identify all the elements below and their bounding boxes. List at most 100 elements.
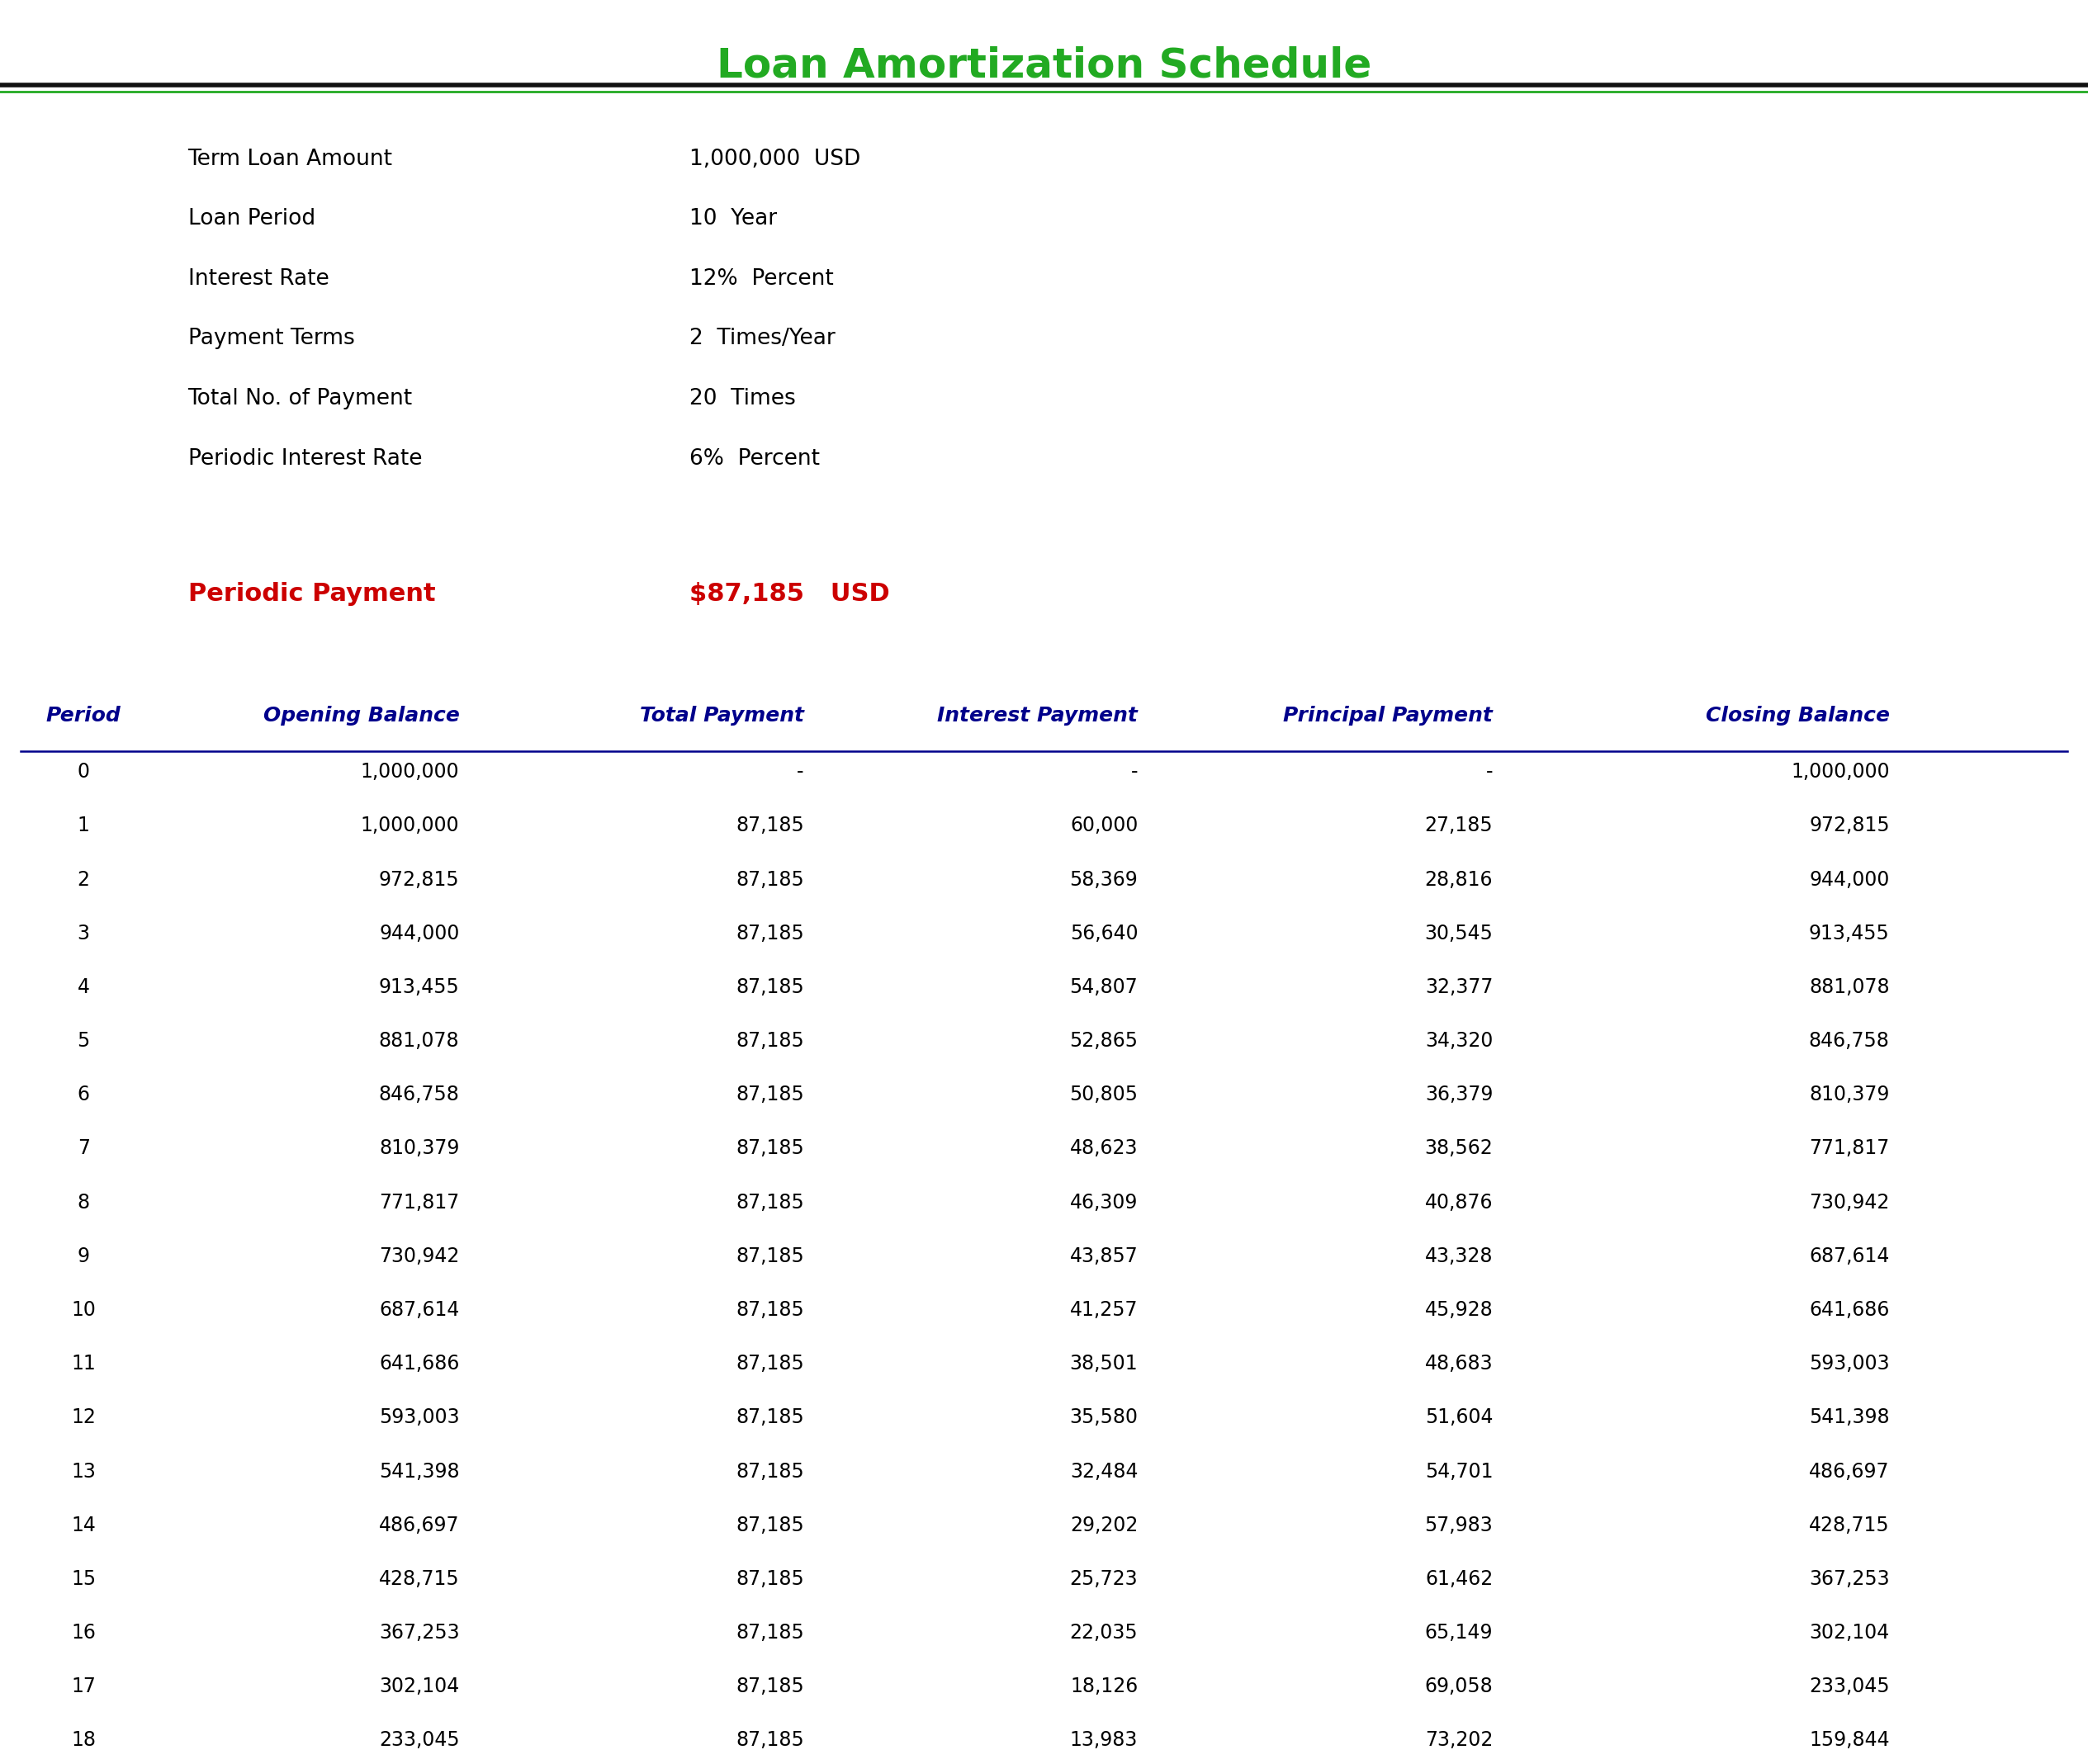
Text: 27,185: 27,185 xyxy=(1424,815,1493,836)
Text: 486,697: 486,697 xyxy=(378,1515,459,1535)
Text: 51,604: 51,604 xyxy=(1424,1408,1493,1427)
Text: 43,857: 43,857 xyxy=(1069,1247,1138,1267)
Text: 5: 5 xyxy=(77,1030,90,1051)
Text: 60,000: 60,000 xyxy=(1069,815,1138,836)
Text: 87,185: 87,185 xyxy=(735,1678,804,1697)
Text: 10  Year: 10 Year xyxy=(689,208,777,229)
Text: 65,149: 65,149 xyxy=(1424,1623,1493,1642)
Text: Opening Balance: Opening Balance xyxy=(263,706,459,725)
Text: 43,328: 43,328 xyxy=(1424,1247,1493,1267)
Text: 730,942: 730,942 xyxy=(378,1247,459,1267)
Text: 58,369: 58,369 xyxy=(1069,870,1138,889)
Text: 1,000,000: 1,000,000 xyxy=(1792,762,1890,781)
Text: 2  Times/Year: 2 Times/Year xyxy=(689,328,835,349)
Text: -: - xyxy=(1487,762,1493,781)
Text: 87,185: 87,185 xyxy=(735,1247,804,1267)
Text: 687,614: 687,614 xyxy=(378,1300,459,1319)
Text: 11: 11 xyxy=(71,1355,96,1374)
Text: 87,185: 87,185 xyxy=(735,1408,804,1427)
Text: 54,807: 54,807 xyxy=(1069,977,1138,997)
Text: 87,185: 87,185 xyxy=(735,1623,804,1642)
Text: 69,058: 69,058 xyxy=(1424,1678,1493,1697)
Text: 972,815: 972,815 xyxy=(378,870,459,889)
Text: 944,000: 944,000 xyxy=(378,924,459,944)
Text: 41,257: 41,257 xyxy=(1069,1300,1138,1319)
Text: 57,983: 57,983 xyxy=(1424,1515,1493,1535)
Text: 13: 13 xyxy=(71,1462,96,1482)
Text: 73,202: 73,202 xyxy=(1424,1730,1493,1750)
Text: 32,377: 32,377 xyxy=(1424,977,1493,997)
Text: 641,686: 641,686 xyxy=(378,1355,459,1374)
Text: 36,379: 36,379 xyxy=(1424,1085,1493,1104)
Text: Principal Payment: Principal Payment xyxy=(1284,706,1493,725)
Text: 16: 16 xyxy=(71,1623,96,1642)
Text: 302,104: 302,104 xyxy=(1810,1623,1890,1642)
Text: 593,003: 593,003 xyxy=(1808,1355,1890,1374)
Text: 17: 17 xyxy=(71,1678,96,1697)
Text: 3: 3 xyxy=(77,924,90,944)
Text: Interest Payment: Interest Payment xyxy=(938,706,1138,725)
Text: 87,185: 87,185 xyxy=(735,1030,804,1051)
Text: 12: 12 xyxy=(71,1408,96,1427)
Text: 87,185: 87,185 xyxy=(735,1085,804,1104)
Text: 771,817: 771,817 xyxy=(380,1192,459,1212)
Text: 541,398: 541,398 xyxy=(1808,1408,1890,1427)
Text: Period: Period xyxy=(46,706,121,725)
Text: 6%  Percent: 6% Percent xyxy=(689,448,818,469)
Text: 38,562: 38,562 xyxy=(1424,1140,1493,1159)
Text: 30,545: 30,545 xyxy=(1424,924,1493,944)
Text: 913,455: 913,455 xyxy=(1808,924,1890,944)
Text: 810,379: 810,379 xyxy=(378,1140,459,1159)
Text: 1,000,000: 1,000,000 xyxy=(361,762,459,781)
Text: 48,623: 48,623 xyxy=(1069,1140,1138,1159)
Text: 87,185: 87,185 xyxy=(735,1192,804,1212)
Text: 87,185: 87,185 xyxy=(735,1730,804,1750)
Text: Total No. of Payment: Total No. of Payment xyxy=(188,388,413,409)
Text: 7: 7 xyxy=(77,1140,90,1159)
Text: 18,126: 18,126 xyxy=(1069,1678,1138,1697)
Text: 10: 10 xyxy=(71,1300,96,1319)
Text: 913,455: 913,455 xyxy=(378,977,459,997)
Text: 12%  Percent: 12% Percent xyxy=(689,268,833,289)
Text: 9: 9 xyxy=(77,1247,90,1267)
Text: Periodic Interest Rate: Periodic Interest Rate xyxy=(188,448,422,469)
Text: 28,816: 28,816 xyxy=(1424,870,1493,889)
Text: 22,035: 22,035 xyxy=(1069,1623,1138,1642)
Text: 87,185: 87,185 xyxy=(735,977,804,997)
Text: 87,185: 87,185 xyxy=(735,870,804,889)
Text: -: - xyxy=(798,762,804,781)
Text: 233,045: 233,045 xyxy=(1808,1678,1890,1697)
Text: 771,817: 771,817 xyxy=(1810,1140,1890,1159)
Text: 881,078: 881,078 xyxy=(1808,977,1890,997)
Text: 14: 14 xyxy=(71,1515,96,1535)
Text: 641,686: 641,686 xyxy=(1808,1300,1890,1319)
Text: 302,104: 302,104 xyxy=(380,1678,459,1697)
Text: Loan Period: Loan Period xyxy=(188,208,315,229)
Text: 54,701: 54,701 xyxy=(1424,1462,1493,1482)
Text: 35,580: 35,580 xyxy=(1069,1408,1138,1427)
Text: 18: 18 xyxy=(71,1730,96,1750)
Text: 32,484: 32,484 xyxy=(1069,1462,1138,1482)
Text: -: - xyxy=(1132,762,1138,781)
Text: 1: 1 xyxy=(77,815,90,836)
Text: 87,185: 87,185 xyxy=(735,815,804,836)
Text: 38,501: 38,501 xyxy=(1069,1355,1138,1374)
Text: 1,000,000: 1,000,000 xyxy=(361,815,459,836)
Text: 87,185: 87,185 xyxy=(735,1570,804,1589)
Text: 8: 8 xyxy=(77,1192,90,1212)
Text: 48,683: 48,683 xyxy=(1424,1355,1493,1374)
Text: 233,045: 233,045 xyxy=(378,1730,459,1750)
Text: 87,185: 87,185 xyxy=(735,1300,804,1319)
Text: 486,697: 486,697 xyxy=(1808,1462,1890,1482)
Text: 2: 2 xyxy=(77,870,90,889)
Text: 15: 15 xyxy=(71,1570,96,1589)
Text: 87,185: 87,185 xyxy=(735,1515,804,1535)
Text: 730,942: 730,942 xyxy=(1808,1192,1890,1212)
Text: 428,715: 428,715 xyxy=(1808,1515,1890,1535)
Text: 541,398: 541,398 xyxy=(378,1462,459,1482)
Text: 0: 0 xyxy=(77,762,90,781)
Text: Payment Terms: Payment Terms xyxy=(188,328,355,349)
Text: 6: 6 xyxy=(77,1085,90,1104)
Text: 972,815: 972,815 xyxy=(1808,815,1890,836)
Text: 846,758: 846,758 xyxy=(1808,1030,1890,1051)
